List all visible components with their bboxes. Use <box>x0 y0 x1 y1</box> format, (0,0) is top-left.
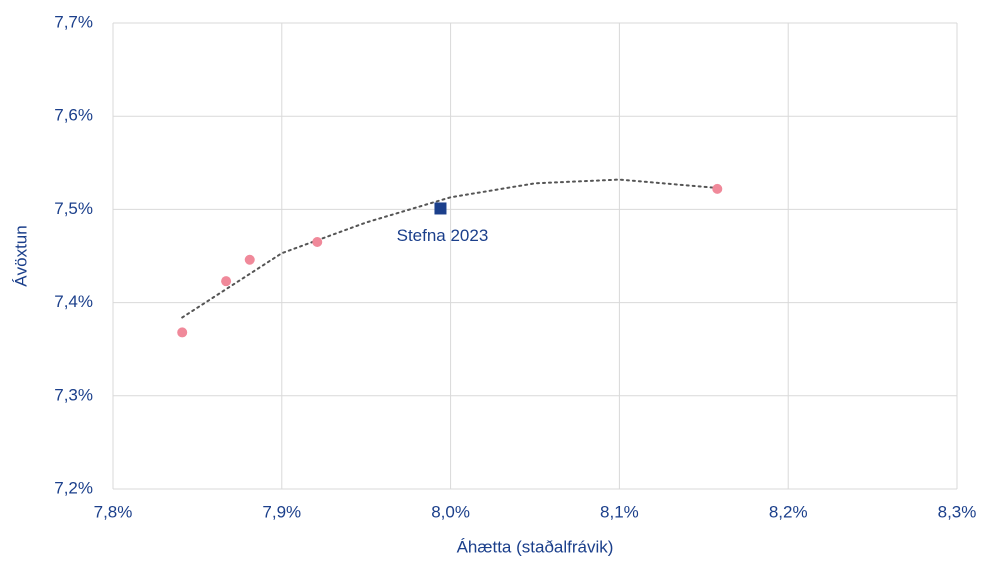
y-tick-label: 7,6% <box>54 106 93 125</box>
y-tick-label: 7,7% <box>54 12 93 31</box>
point <box>221 276 232 287</box>
y-axis-label: Ávöxtun <box>11 225 30 286</box>
x-tick-label: 8,0% <box>431 502 470 521</box>
x-tick-label: 8,2% <box>769 502 808 521</box>
trendline <box>181 178 719 319</box>
point <box>312 237 323 248</box>
x-axis-label: Áhætta (staðalfrávik) <box>457 537 614 556</box>
highlight-label: Stefna 2023 <box>397 226 489 245</box>
y-tick-label: 7,5% <box>54 199 93 218</box>
x-tick-label: 8,3% <box>938 502 977 521</box>
point <box>244 254 255 265</box>
y-tick-label: 7,4% <box>54 292 93 311</box>
x-tick-label: 7,8% <box>94 502 133 521</box>
y-tick-label: 7,3% <box>54 385 93 404</box>
point <box>177 327 188 338</box>
y-tick-label: 7,2% <box>54 478 93 497</box>
x-tick-label: 7,9% <box>262 502 301 521</box>
x-tick-label: 8,1% <box>600 502 639 521</box>
highlight-point <box>434 202 447 215</box>
point <box>712 183 723 194</box>
